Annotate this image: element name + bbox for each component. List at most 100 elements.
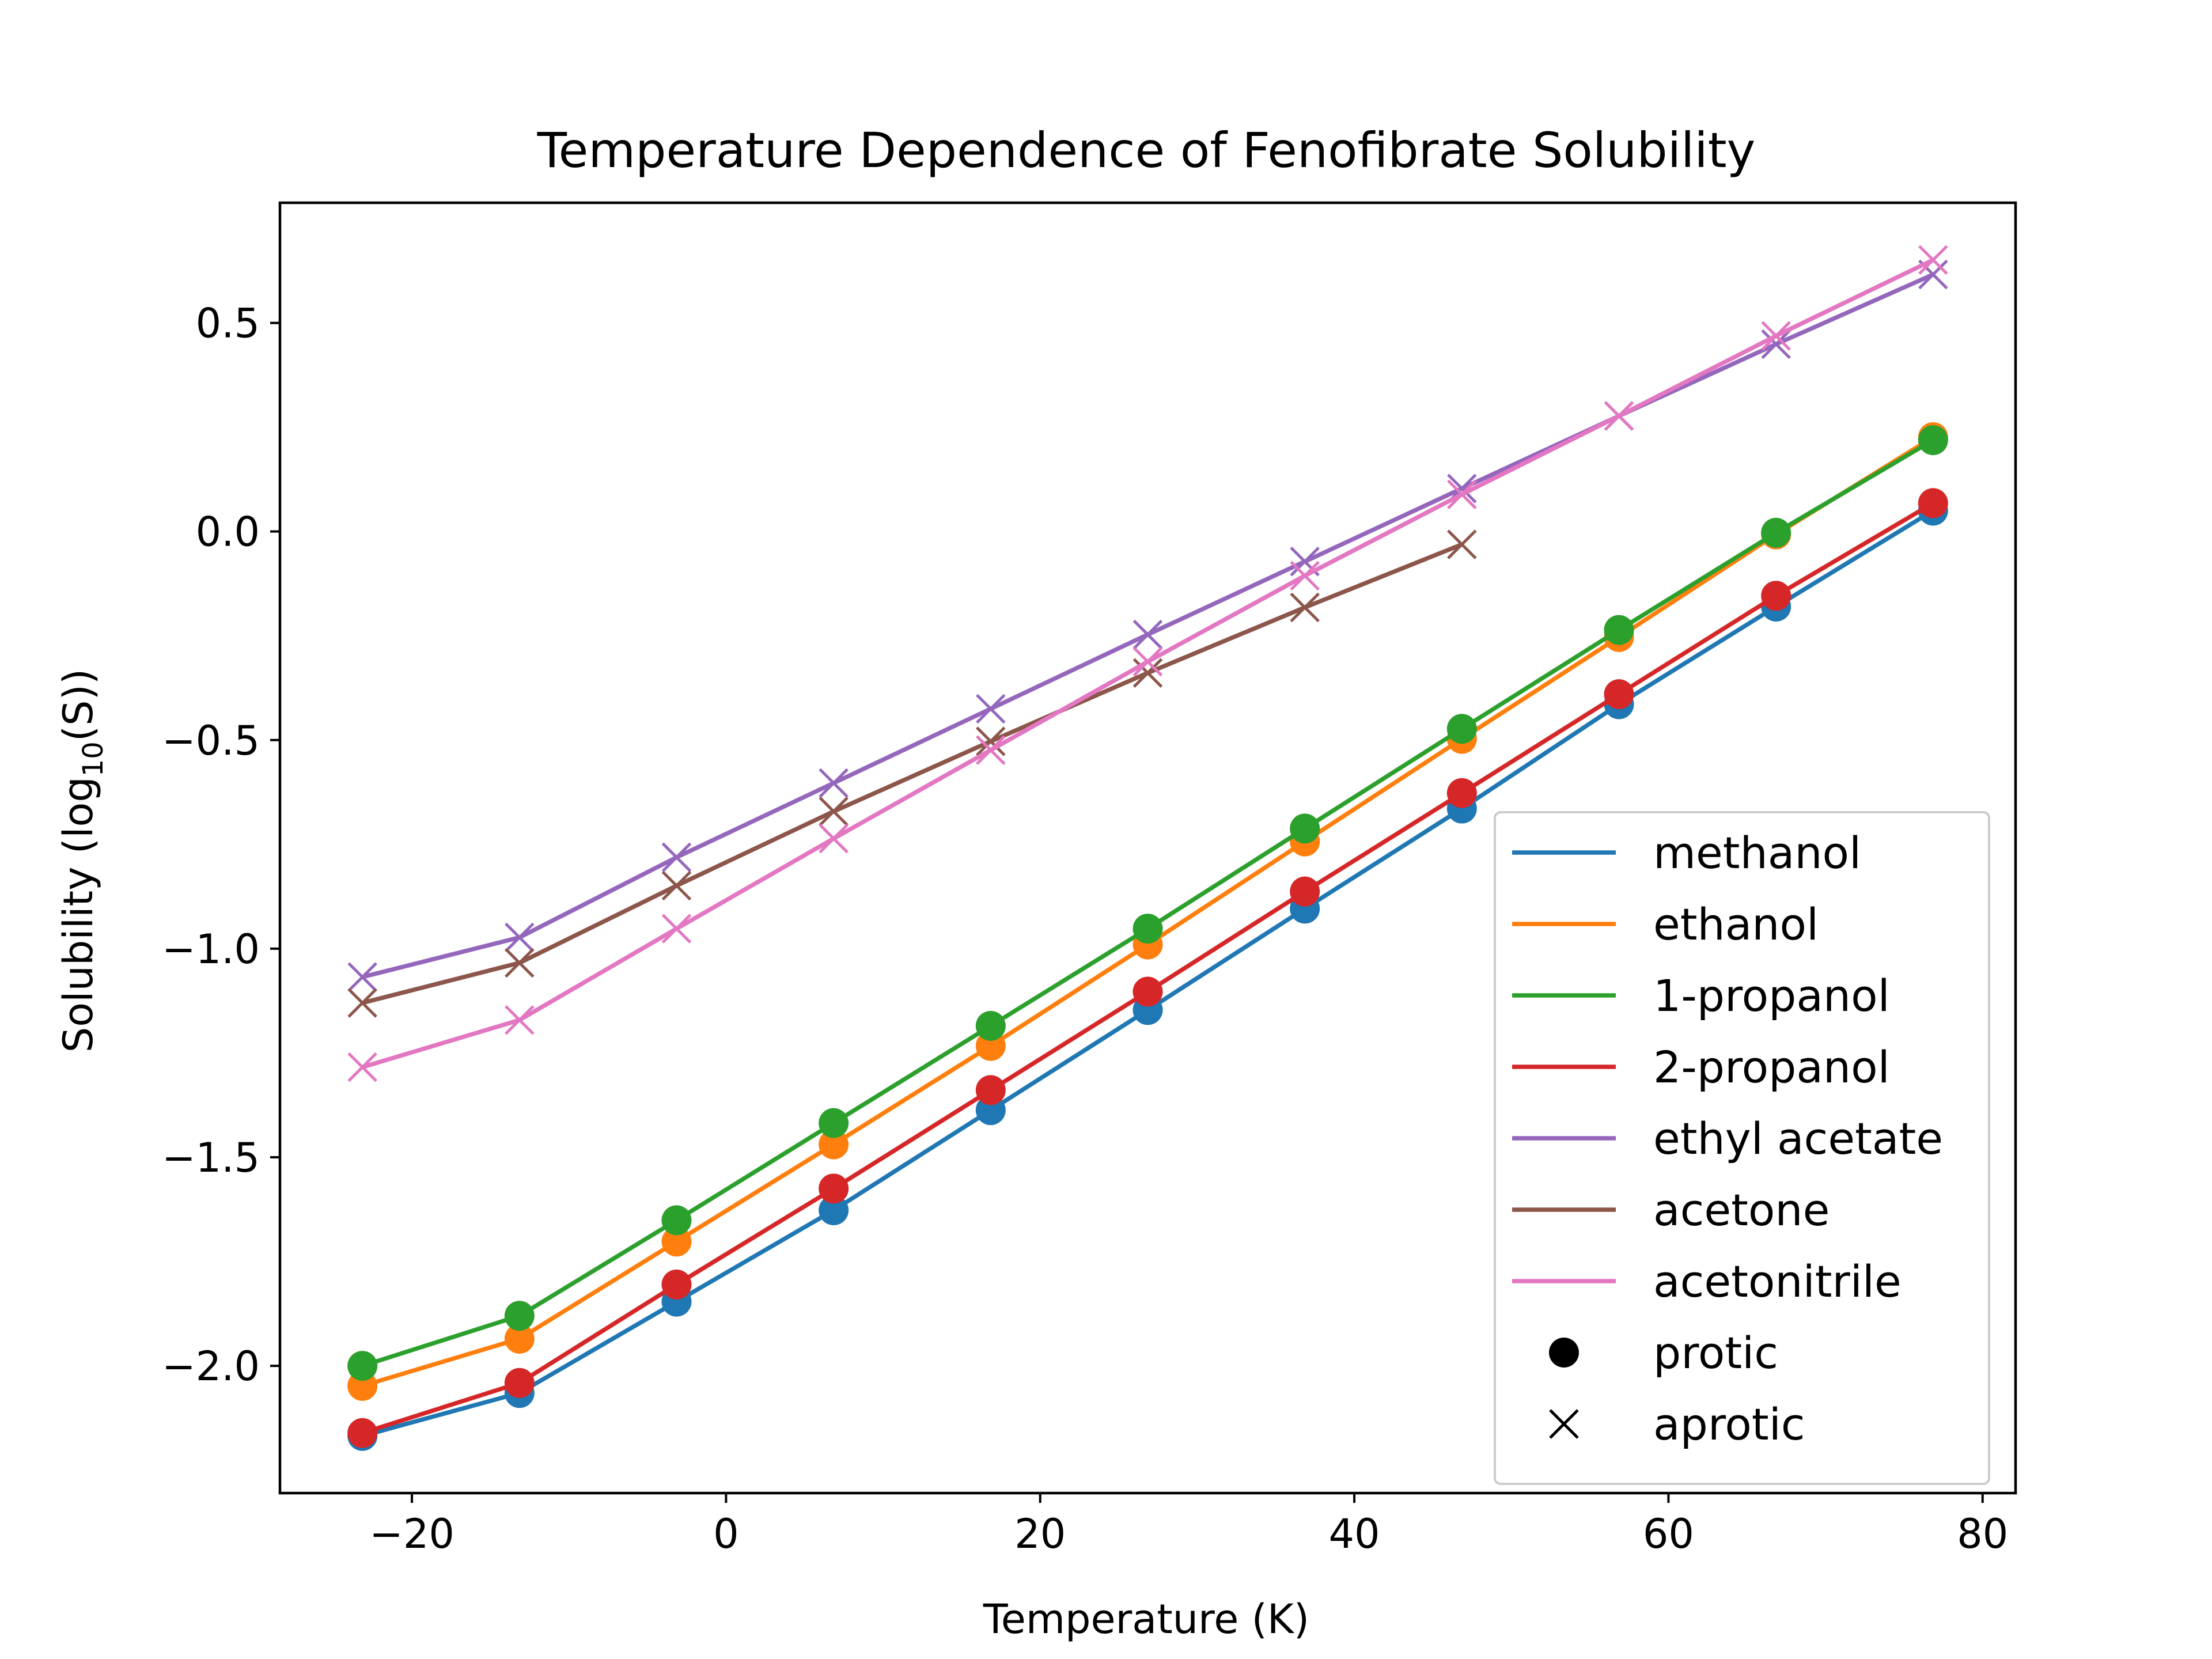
x-marker-stroke bbox=[347, 962, 377, 992]
data-point-acetonitrile bbox=[1447, 479, 1477, 509]
x-tick-label: −20 bbox=[369, 1510, 454, 1558]
data-point-acetone bbox=[1447, 529, 1477, 559]
y-tick-label: −2.0 bbox=[162, 1343, 260, 1390]
y-tick-label: −1.5 bbox=[162, 1134, 260, 1181]
data-point-1-propanol bbox=[819, 1108, 849, 1138]
y-axis-label-subscript: 10 bbox=[77, 741, 109, 777]
series-acetone bbox=[347, 529, 1477, 1018]
data-point-acetonitrile bbox=[1604, 401, 1634, 431]
x-marker-stroke bbox=[347, 988, 377, 1018]
data-point-1-propanol bbox=[1446, 714, 1477, 744]
data-point-acetone bbox=[1132, 658, 1163, 688]
data-point-1-propanol bbox=[1290, 813, 1320, 844]
data-point-ethyl-acetate bbox=[1132, 619, 1163, 650]
data-point-acetone bbox=[661, 870, 692, 901]
data-point-ethyl-acetate bbox=[976, 694, 1006, 724]
data-point-2-propanol bbox=[819, 1173, 849, 1204]
legend-label: acetonitrile bbox=[1653, 1256, 1902, 1307]
plot-frame bbox=[278, 201, 2017, 1495]
y-tick-label: −0.5 bbox=[162, 717, 260, 764]
data-point-2-propanol bbox=[504, 1368, 535, 1398]
x-marker-stroke bbox=[661, 870, 692, 901]
data-point-2-propanol bbox=[1290, 876, 1320, 907]
x-marker-stroke bbox=[819, 823, 849, 854]
data-point-2-propanol bbox=[975, 1075, 1006, 1105]
data-point-1-propanol bbox=[1604, 615, 1634, 645]
data-point-2-propanol bbox=[1446, 778, 1477, 808]
data-point-acetonitrile bbox=[1132, 646, 1163, 677]
series-ethyl-acetate bbox=[347, 259, 1948, 992]
data-point-1-propanol bbox=[1132, 914, 1163, 944]
y-axis-label: Solubility (log10(S)) bbox=[55, 669, 109, 1052]
data-point-1-propanol bbox=[1918, 425, 1948, 456]
data-point-acetonitrile bbox=[1761, 321, 1791, 351]
x-marker-stroke bbox=[1447, 529, 1477, 559]
series-1-propanol bbox=[347, 425, 1948, 1381]
data-point-2-propanol bbox=[347, 1418, 378, 1448]
data-point-acetone bbox=[1290, 592, 1320, 623]
x-marker-stroke bbox=[1918, 259, 1948, 290]
x-marker-stroke bbox=[1761, 329, 1791, 359]
data-point-1-propanol bbox=[504, 1301, 535, 1331]
data-point-ethyl-acetate bbox=[819, 768, 849, 798]
legend-item: ethanol bbox=[1512, 899, 1819, 950]
data-point-2-propanol bbox=[1918, 488, 1948, 518]
legend-label: 1-propanol bbox=[1653, 970, 1890, 1021]
data-point-1-propanol bbox=[661, 1205, 692, 1236]
x-marker-stroke bbox=[1604, 401, 1634, 431]
legend-item: 1-propanol bbox=[1512, 970, 1890, 1021]
y-tick-label: 0.0 bbox=[196, 509, 260, 556]
data-point-2-propanol bbox=[1761, 581, 1791, 611]
x-marker-stroke bbox=[1447, 479, 1477, 509]
legend-label: 2-propanol bbox=[1653, 1041, 1890, 1093]
x-marker-icon bbox=[1549, 1409, 1579, 1439]
data-point-ethyl-acetate bbox=[505, 922, 535, 953]
x-axis-label: Temperature (K) bbox=[983, 1596, 1309, 1643]
data-point-acetonitrile bbox=[505, 1005, 535, 1035]
legend-item: 2-propanol bbox=[1512, 1041, 1890, 1093]
data-point-ethanol bbox=[661, 1226, 692, 1257]
data-point-ethanol bbox=[504, 1324, 535, 1354]
data-point-acetonitrile bbox=[1918, 245, 1948, 275]
x-marker-stroke bbox=[347, 1052, 377, 1082]
x-tick-label: 0 bbox=[713, 1510, 739, 1558]
legend-label: protic bbox=[1653, 1327, 1778, 1378]
plot-area bbox=[347, 245, 1948, 1451]
x-marker-stroke bbox=[819, 796, 849, 827]
y-axis-label-prefix: Solubility (log bbox=[55, 777, 102, 1052]
series-acetonitrile bbox=[347, 245, 1948, 1082]
x-tick-label: 40 bbox=[1329, 1510, 1380, 1558]
x-tick-label: 60 bbox=[1643, 1510, 1694, 1558]
x-tick-label: 80 bbox=[1957, 1510, 2008, 1558]
data-point-1-propanol bbox=[347, 1351, 378, 1381]
x-marker-stroke bbox=[1132, 646, 1163, 677]
data-point-acetone bbox=[819, 796, 849, 827]
data-point-acetonitrile bbox=[1290, 560, 1320, 591]
y-axis: 0.5 0.0 −0.5 −1.0 −1.5 −2.0 bbox=[162, 300, 280, 1390]
x-marker-stroke bbox=[661, 914, 692, 944]
chart-title: Temperature Dependence of Fenofibrate So… bbox=[537, 122, 1756, 179]
legend-item: ethyl acetate bbox=[1512, 1113, 1943, 1164]
x-marker-stroke bbox=[661, 842, 692, 873]
y-axis-label-suffix: (S)) bbox=[55, 669, 102, 741]
data-point-acetonitrile bbox=[661, 914, 692, 944]
x-marker-stroke bbox=[1761, 321, 1791, 351]
x-axis: −20 0 20 40 60 80 bbox=[369, 1493, 2008, 1558]
x-marker-stroke bbox=[1290, 560, 1320, 591]
x-marker-stroke bbox=[976, 735, 1006, 765]
legend-item: methanol bbox=[1512, 827, 1861, 878]
data-point-2-propanol bbox=[1132, 976, 1163, 1007]
x-marker-stroke bbox=[1549, 1409, 1579, 1439]
data-point-2-propanol bbox=[661, 1269, 692, 1300]
legend: methanol ethanol 1-propanol 2-propanol ethyl… bbox=[1494, 811, 1990, 1485]
data-point-ethyl-acetate bbox=[661, 842, 692, 873]
legend-item: acetone bbox=[1512, 1184, 1830, 1236]
y-tick-label: 0.5 bbox=[196, 300, 260, 347]
x-marker-stroke bbox=[505, 922, 535, 953]
circle-marker-icon bbox=[1549, 1338, 1579, 1368]
x-marker-stroke bbox=[505, 1005, 535, 1035]
data-point-methanol bbox=[819, 1195, 849, 1225]
data-point-acetonitrile bbox=[347, 1052, 377, 1082]
legend-label: aprotic bbox=[1653, 1399, 1805, 1450]
